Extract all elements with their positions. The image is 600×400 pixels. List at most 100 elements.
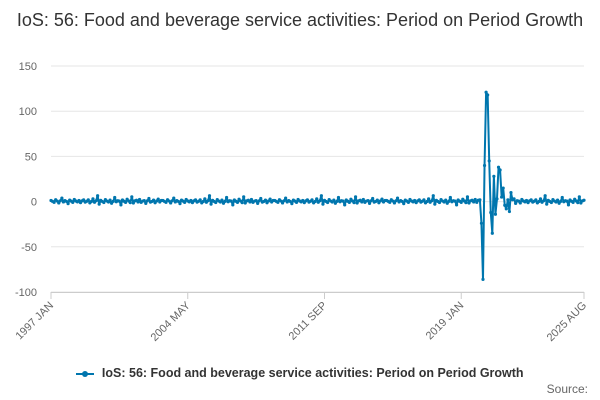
x-tick-label: 2011 SEP [287, 300, 330, 343]
data-point [319, 194, 323, 198]
data-point [263, 198, 268, 202]
data-point [534, 198, 538, 202]
legend[interactable]: IoS: 56: Food and beverage service activ… [0, 366, 600, 380]
legend-label: IoS: 56: Food and beverage service activ… [101, 366, 524, 380]
data-point [235, 200, 240, 205]
data-point [367, 201, 372, 206]
data-point [506, 198, 510, 202]
data-point [313, 199, 317, 204]
data-point [366, 199, 370, 203]
data-point [453, 199, 457, 203]
data-point [64, 199, 69, 204]
data-point [360, 200, 364, 204]
data-point [151, 198, 156, 202]
data-point [86, 198, 90, 202]
data-point [117, 199, 121, 203]
y-tick-label: 0 [31, 197, 37, 209]
y-tick-label: 150 [19, 61, 37, 73]
y-tick-label: 100 [19, 106, 37, 118]
data-point [170, 199, 174, 203]
data-point [369, 199, 373, 203]
data-point [538, 197, 543, 201]
data-point [582, 198, 586, 202]
data-point [565, 199, 569, 203]
data-point [224, 195, 229, 200]
data-point [305, 198, 309, 202]
data-point [156, 197, 160, 201]
data-point [492, 174, 496, 178]
data-point [136, 200, 140, 204]
data-point [448, 195, 452, 200]
data-point [560, 195, 564, 200]
data-point [113, 195, 117, 200]
data-point [482, 163, 487, 168]
data-point [198, 198, 202, 202]
grid-lines [51, 65, 584, 293]
data-point [512, 197, 516, 201]
data-point [495, 197, 499, 201]
data-point [447, 199, 451, 203]
data-point [490, 231, 494, 235]
data-point [249, 197, 254, 202]
data-point [430, 199, 434, 203]
data-point [335, 199, 339, 203]
data-point [427, 197, 431, 201]
data-point [555, 198, 560, 202]
data-point [529, 198, 533, 202]
data-point [559, 199, 563, 203]
data-point [144, 201, 148, 206]
x-tick-label: 1997 JAN [13, 300, 56, 343]
x-tick-label: 2019 JAN [424, 300, 467, 343]
data-point [459, 200, 463, 205]
data-point [545, 202, 549, 206]
x-axis: 1997 JAN 2004 MAY 2011 SEP 2019 JAN 2025 AUG [13, 292, 589, 344]
data-point [318, 199, 322, 203]
data-point [147, 196, 151, 201]
data-point [52, 200, 56, 204]
data-point [371, 196, 375, 201]
data-point [183, 200, 187, 205]
data-point [248, 200, 252, 204]
data-point [431, 194, 435, 198]
data-point [240, 201, 244, 205]
data-point [257, 199, 261, 203]
data-point [503, 203, 507, 207]
data-point [294, 200, 299, 205]
data-point [142, 199, 146, 203]
data-point [284, 196, 288, 200]
data-point [321, 202, 325, 206]
data-point [128, 201, 132, 205]
data-point [479, 221, 484, 225]
data-point [496, 165, 501, 169]
data-point [518, 201, 522, 205]
data-point [465, 195, 470, 199]
y-tick-label: -100 [15, 287, 37, 299]
data-point [380, 197, 384, 201]
data-point [352, 201, 356, 205]
data-point [96, 194, 100, 198]
y-axis: 150 100 50 0 -50 -100 [15, 61, 37, 299]
data-point [276, 200, 280, 204]
data-point [201, 199, 205, 204]
y-tick-label: 50 [25, 151, 37, 163]
data-point [178, 202, 182, 206]
data-point [108, 198, 112, 202]
data-point [425, 199, 429, 204]
data-point [82, 198, 86, 202]
data-point [89, 199, 93, 204]
data-point [537, 199, 541, 204]
data-point [229, 199, 233, 203]
data-point [332, 198, 336, 202]
data-point [549, 200, 553, 205]
data-point [164, 200, 168, 204]
data-point [254, 199, 258, 203]
data-point [375, 198, 379, 202]
data-point [487, 159, 491, 163]
data-point [543, 194, 547, 198]
data-point [454, 203, 459, 207]
data-point [242, 195, 246, 199]
data-point [417, 198, 421, 202]
data-point [111, 199, 115, 203]
data-point [395, 196, 400, 200]
